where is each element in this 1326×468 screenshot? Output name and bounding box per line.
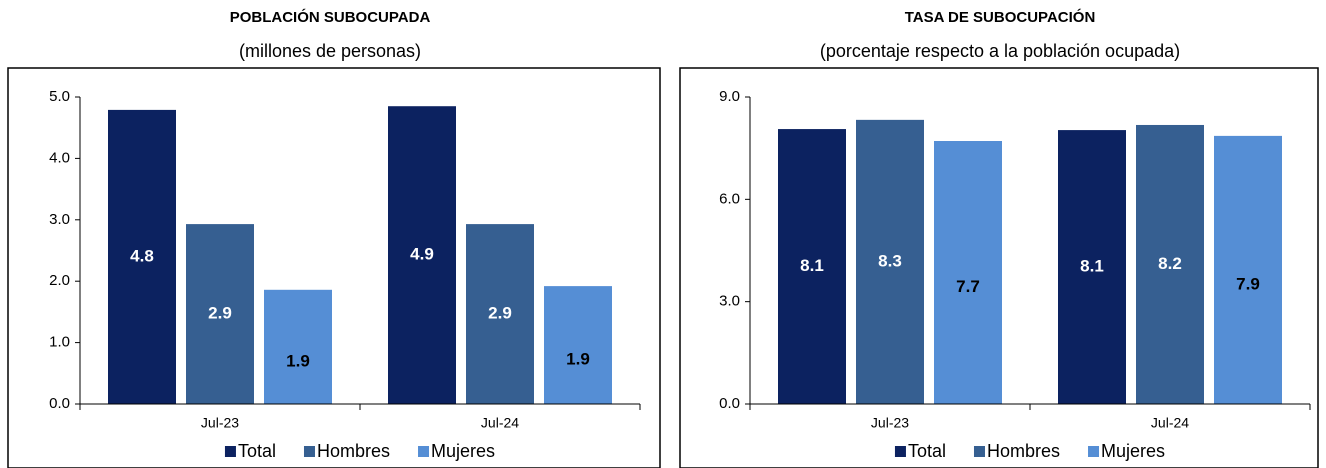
y-tick-label: 2.0 — [49, 272, 70, 289]
data-label: 1.9 — [286, 351, 310, 370]
plot-frame — [679, 67, 1319, 468]
legend-label: Hombres — [987, 441, 1060, 461]
x-tick-label: Jul-24 — [1151, 415, 1189, 431]
data-label: 7.7 — [956, 277, 980, 296]
x-tick-label: Jul-23 — [201, 415, 239, 431]
y-tick-label: 5.0 — [49, 88, 70, 105]
legend-label: Total — [908, 441, 946, 461]
legend-swatch — [418, 446, 430, 457]
bar — [466, 224, 534, 404]
legend-swatch — [973, 446, 985, 457]
plot-frame — [7, 67, 661, 468]
bar — [264, 289, 332, 404]
chart-subtitle: (porcentaje respecto a la población ocup… — [820, 41, 1180, 61]
legend-label: Mujeres — [431, 441, 495, 461]
chart-title: TASA DE SUBOCUPACIÓN — [905, 8, 1096, 26]
data-label: 4.9 — [410, 245, 434, 264]
bar — [108, 109, 176, 405]
data-label: 4.8 — [130, 246, 154, 265]
bar — [934, 141, 1002, 404]
x-tick-label: Jul-24 — [481, 415, 519, 431]
data-label: 8.1 — [800, 256, 824, 275]
data-label: 8.1 — [1080, 257, 1104, 276]
data-label: 7.9 — [1236, 274, 1260, 293]
y-tick-label: 1.0 — [49, 334, 70, 351]
data-label: 2.9 — [208, 304, 232, 323]
bar — [186, 224, 254, 404]
legend-swatch — [303, 446, 315, 457]
legend-swatch — [224, 446, 236, 457]
x-tick-label: Jul-23 — [871, 415, 909, 431]
legend-swatch — [1088, 446, 1100, 457]
bar — [1214, 135, 1282, 405]
bar — [544, 286, 612, 404]
y-tick-label: 4.0 — [49, 149, 70, 166]
bar — [1058, 130, 1126, 405]
bar — [1136, 124, 1204, 405]
y-tick-label: 9.0 — [719, 88, 740, 105]
bar — [856, 119, 924, 405]
data-label: 8.3 — [878, 251, 902, 270]
y-tick-label: 0.0 — [719, 395, 740, 412]
data-label: 2.9 — [488, 304, 512, 323]
y-tick-label: 6.0 — [719, 190, 740, 207]
y-tick-label: 3.0 — [49, 211, 70, 228]
data-label: 1.9 — [566, 350, 590, 369]
legend-label: Mujeres — [1101, 441, 1165, 461]
bar — [388, 106, 456, 405]
legend-label: Hombres — [317, 441, 390, 461]
y-tick-label: 3.0 — [719, 293, 740, 310]
bar — [778, 129, 846, 404]
chart-subtitle: (millones de personas) — [239, 41, 421, 61]
chart-title: POBLACIÓN SUBOCUPADA — [230, 8, 431, 26]
y-tick-label: 0.0 — [49, 395, 70, 412]
data-label: 8.2 — [1158, 254, 1182, 273]
legend-label: Total — [238, 441, 276, 461]
legend-swatch — [894, 446, 906, 457]
